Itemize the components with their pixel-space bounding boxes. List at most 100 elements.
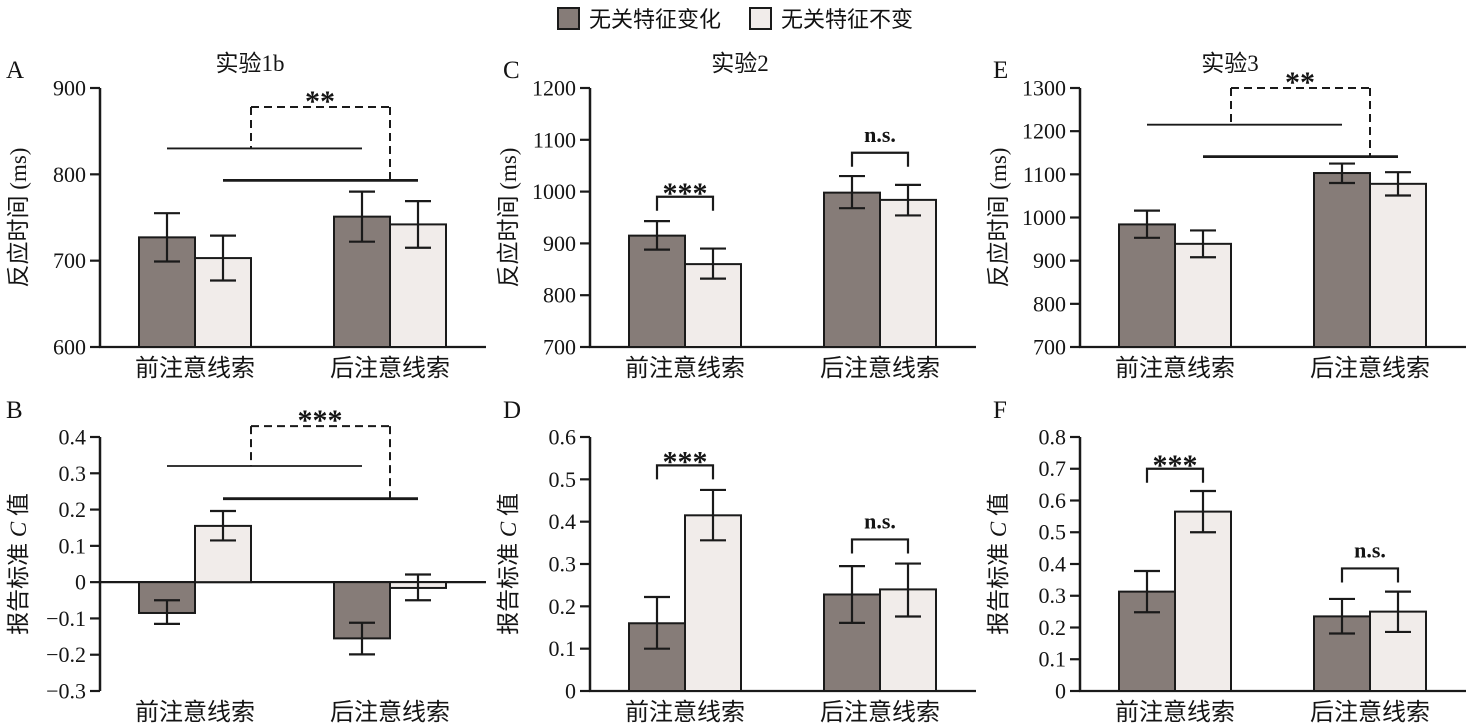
sig-bracket xyxy=(1340,567,1400,583)
sig-ns-label: n.s. xyxy=(864,122,896,147)
panel-a: 600 700 800 900 反应时间 (ms) 实验1b A ** 前注意线索 后注意线索 xyxy=(0,45,490,390)
y-tick-label: 0.4 xyxy=(1039,551,1067,576)
x-category-label: 前注意线索 xyxy=(625,355,745,382)
sig-ns-label: n.s. xyxy=(1354,537,1386,562)
bar-无关特征不变-前注意线索 xyxy=(1174,242,1232,348)
y-tick-label: 0 xyxy=(75,570,86,595)
y-tick-label: 0.1 xyxy=(59,533,87,558)
y-tick-label: 1100 xyxy=(1023,162,1066,187)
y-tick-label: 0.3 xyxy=(59,461,87,486)
y-tick-label: 0 xyxy=(565,678,576,703)
x-category-label: 前注意线索 xyxy=(625,699,745,726)
x-category-label: 后注意线索 xyxy=(1310,699,1430,726)
y-tick-label: 800 xyxy=(53,162,86,187)
y-tick-label: 700 xyxy=(53,248,86,273)
sig-stars: *** xyxy=(298,404,343,437)
y-tick-label: 1000 xyxy=(1022,205,1066,230)
panel-title: 实验3 xyxy=(1201,51,1259,76)
legend-item-feature-changed: 无关特征变化 xyxy=(556,2,721,34)
y-axis-title: 反应时间 (ms) xyxy=(6,148,31,288)
panel-title: 实验1b xyxy=(216,51,285,76)
y-tick-label: 900 xyxy=(543,231,576,256)
y-tick-label: 1100 xyxy=(533,127,576,152)
panel-d: 0 0.1 0.2 0.3 0.4 0.5 0.6 报告标准 C 值 D *** n.s. 前注意线索… xyxy=(490,390,980,726)
legend-label-feature-unchanged: 无关特征不变 xyxy=(781,7,914,32)
sig-stars: ** xyxy=(305,85,335,118)
y-tick-label: 0.2 xyxy=(1039,615,1067,640)
x-category-label: 后注意线索 xyxy=(330,355,450,382)
chart-panel-f: 0 0.1 0.2 0.3 0.4 0.5 0.6 0.7 0.8 报告标准 C 值 F *** n.s… xyxy=(986,397,1466,726)
y-tick-label: 700 xyxy=(1033,334,1066,359)
y-tick-label: 600 xyxy=(53,334,86,359)
y-tick-label: −0.1 xyxy=(46,606,86,631)
y-axis-title: 报告标准 C 值 xyxy=(986,493,1011,635)
bar-无关特征变化-前注意线索 xyxy=(1118,223,1176,348)
y-tick-label: 1000 xyxy=(532,179,576,204)
panel-e: 700 800 900 1000 1100 1200 1300 反应时间 (ms) 实验3 E **… xyxy=(980,45,1470,390)
y-tick-label: 0 xyxy=(1055,678,1066,703)
panel-title: 实验2 xyxy=(711,51,769,76)
y-tick-label: 0.4 xyxy=(59,424,87,449)
bar-无关特征不变-前注意线索 xyxy=(684,514,742,692)
sig-stars: *** xyxy=(663,177,708,210)
y-tick-label: 800 xyxy=(543,283,576,308)
bar-无关特征不变-后注意线索 xyxy=(879,198,937,348)
bar-无关特征变化-后注意线索 xyxy=(823,593,881,692)
y-tick-label: 1200 xyxy=(532,75,576,100)
y-tick-label: 0.4 xyxy=(549,509,577,534)
y-axis-title: 报告标准 C 值 xyxy=(496,493,521,635)
sig-stars: ** xyxy=(1285,66,1315,99)
sig-stars: *** xyxy=(1153,449,1198,482)
y-tick-label: 0.2 xyxy=(549,594,577,619)
y-tick-label: 0.6 xyxy=(1039,488,1067,513)
sig-bracket xyxy=(655,464,715,480)
y-axis-title: 报告标准 C 值 xyxy=(6,493,31,635)
chart-panel-e: 700 800 900 1000 1100 1200 1300 反应时间 (ms) 实验3 E **… xyxy=(986,51,1466,382)
y-tick-label: 700 xyxy=(543,334,576,359)
y-axis-title: 反应时间 (ms) xyxy=(986,148,1011,288)
y-tick-label: 1200 xyxy=(1022,119,1066,144)
panel-letter: C xyxy=(503,57,520,84)
sig-bracket xyxy=(1145,467,1205,483)
legend-swatch-light xyxy=(749,6,772,30)
y-tick-label: −0.3 xyxy=(46,678,86,703)
y-tick-label: 800 xyxy=(1033,291,1066,316)
chart-panel-d: 0 0.1 0.2 0.3 0.4 0.5 0.6 报告标准 C 值 D *** n.s. 前注意线索… xyxy=(496,397,976,726)
bar-无关特征变化-前注意线索 xyxy=(628,234,686,349)
x-category-label: 前注意线索 xyxy=(1115,699,1235,726)
y-axis-title: 反应时间 (ms) xyxy=(496,148,521,288)
sig-bracket xyxy=(850,151,910,167)
y-tick-label: 900 xyxy=(1033,248,1066,273)
panel-letter: F xyxy=(993,397,1007,424)
y-tick-label: 0.3 xyxy=(1039,583,1067,608)
legend-swatch-dark xyxy=(556,6,580,30)
y-tick-label: 0.8 xyxy=(1039,424,1067,449)
bar-无关特征变化-后注意线索 xyxy=(1313,172,1371,348)
y-tick-label: 900 xyxy=(53,75,86,100)
legend: 无关特征变化 无关特征不变 xyxy=(0,0,1470,36)
y-tick-label: 0.6 xyxy=(549,424,577,449)
panel-letter: E xyxy=(993,57,1008,84)
y-tick-label: 0.3 xyxy=(549,551,577,576)
x-category-label: 前注意线索 xyxy=(135,355,255,382)
y-tick-label: 0.2 xyxy=(59,497,87,522)
panel-letter: A xyxy=(6,57,24,84)
x-category-label: 后注意线索 xyxy=(820,699,940,726)
bar-无关特征不变-后注意线索 xyxy=(1369,182,1427,348)
sig-ns-label: n.s. xyxy=(864,508,896,533)
panel-b: −0.3 −0.2 −0.1 0 0.1 0.2 0.3 0.4 报告标准 C 值 B *** 前注意… xyxy=(0,390,490,726)
bar-无关特征不变-前注意线索 xyxy=(1174,510,1232,692)
y-tick-label: 0.5 xyxy=(549,467,577,492)
sig-stars: *** xyxy=(663,445,708,478)
y-tick-label: 0.5 xyxy=(1039,520,1067,545)
chart-panel-c: 700 800 900 1000 1100 1200 反应时间 (ms) 实验2 C *** n.s… xyxy=(496,51,976,382)
x-category-label: 后注意线索 xyxy=(820,355,940,382)
legend-item-feature-unchanged: 无关特征不变 xyxy=(749,2,913,34)
x-category-label: 前注意线索 xyxy=(135,699,255,726)
x-category-label: 前注意线索 xyxy=(1115,355,1235,382)
chart-panel-b: −0.3 −0.2 −0.1 0 0.1 0.2 0.3 0.4 报告标准 C 值 B *** 前注意… xyxy=(6,397,486,726)
x-category-label: 后注意线索 xyxy=(1310,355,1430,382)
bar-无关特征变化-后注意线索 xyxy=(823,191,881,348)
sig-bracket xyxy=(850,538,910,554)
